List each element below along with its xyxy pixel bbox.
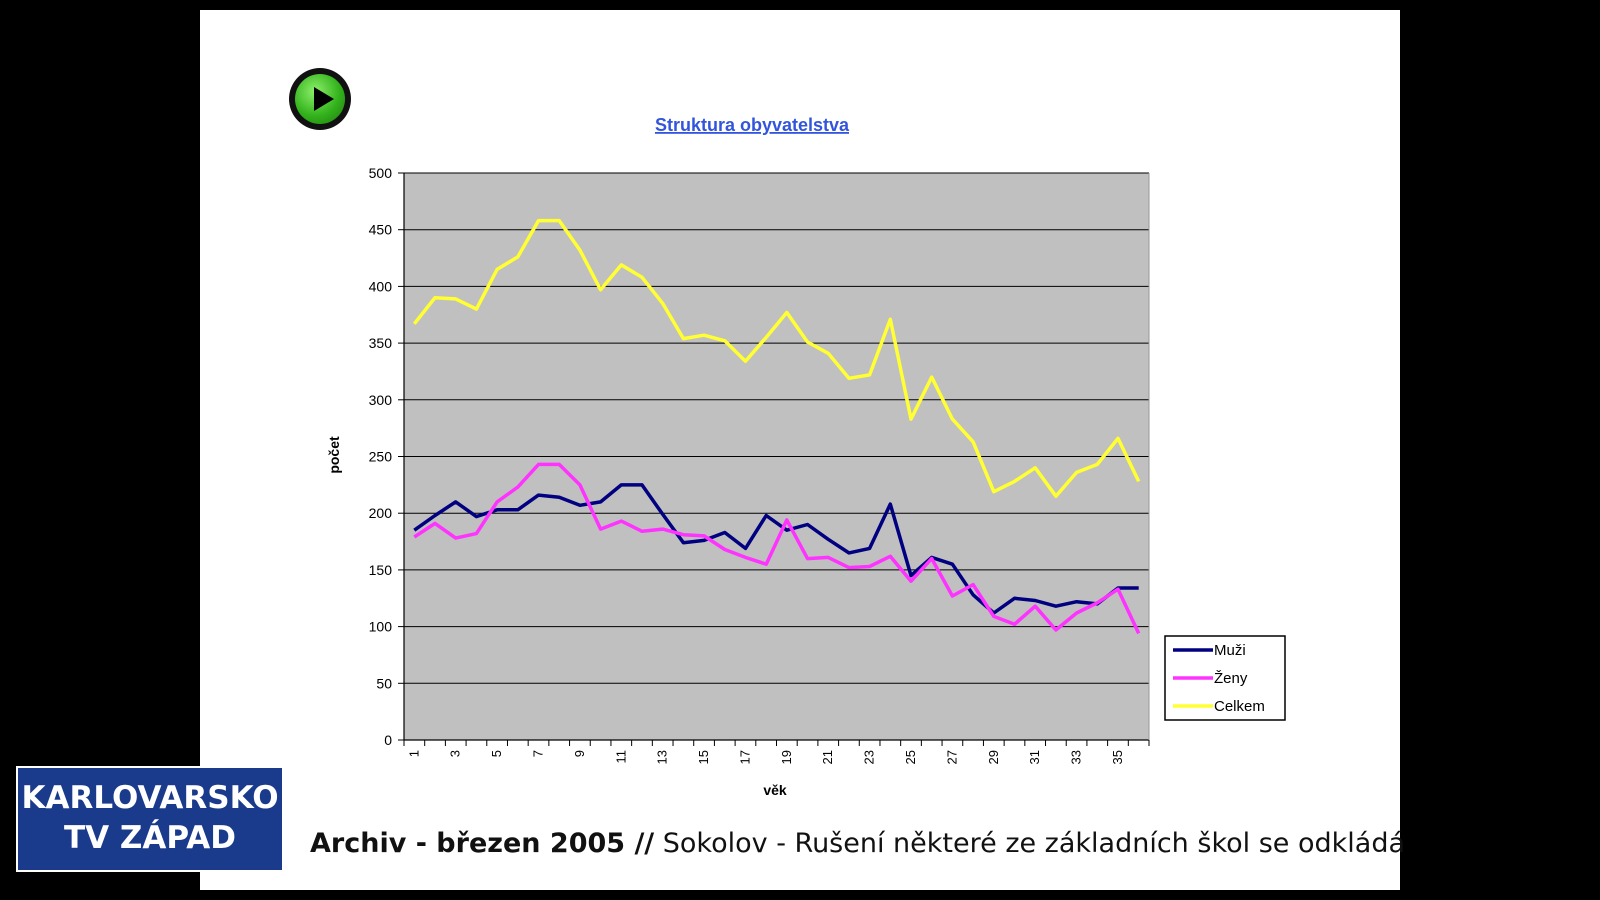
y-tick-label: 50: [376, 675, 392, 691]
channel-name-line1: KARLOVARSKO: [21, 780, 279, 816]
x-tick-label: 5: [489, 750, 504, 757]
series-line-1: [413, 483, 1139, 615]
x-tick-label: 31: [1027, 750, 1042, 764]
x-tick-label: 33: [1069, 750, 1084, 764]
x-tick-label: 11: [613, 750, 628, 764]
x-tick-label: 9: [572, 750, 587, 757]
x-tick-label: 3: [448, 750, 463, 757]
y-tick-label: 400: [369, 278, 393, 294]
y-axis-label: počet: [326, 436, 342, 474]
x-tick-label: 15: [696, 750, 711, 764]
x-tick-label: 23: [862, 750, 877, 764]
channel-logo: KARLOVARSKO TV ZÁPAD: [16, 766, 284, 872]
ticker-archive-label: Archiv - březen 2005 //: [310, 828, 655, 859]
ticker-headline: Sokolov - Rušení některé ze základních š…: [662, 828, 1406, 859]
x-tick-label: 35: [1110, 750, 1125, 764]
x-tick-label: 19: [779, 750, 794, 764]
y-tick-label: 250: [369, 449, 393, 465]
x-tick-label: 17: [737, 750, 752, 764]
x-tick-label: 25: [903, 750, 918, 764]
y-tick-label: 100: [369, 619, 393, 635]
y-tick-label: 450: [369, 222, 393, 238]
legend-label: Celkem: [1214, 698, 1265, 715]
news-ticker: Archiv - březen 2005 // Sokolov - Rušení…: [310, 828, 1405, 859]
chart-title: Struktura obyvatelstva: [655, 115, 850, 135]
y-tick-label: 350: [369, 335, 393, 351]
x-tick-label: 13: [655, 750, 670, 764]
legend-label: Muži: [1214, 642, 1246, 659]
y-tick-label: 150: [369, 562, 393, 578]
play-icon: [295, 74, 345, 124]
x-axis-label: věk: [763, 782, 787, 798]
x-tick-label: 27: [944, 750, 959, 764]
x-tick-label: 1: [406, 750, 421, 757]
y-tick-label: 500: [369, 165, 393, 181]
channel-name-line2: TV ZÁPAD: [64, 820, 236, 856]
series-line-2: [413, 462, 1141, 635]
y-tick-label: 0: [384, 732, 392, 748]
x-tick-label: 7: [531, 750, 546, 757]
y-tick-label: 200: [369, 505, 393, 521]
chart-legend: Muži Ženy Celkem: [1164, 635, 1286, 721]
legend-label: Ženy: [1214, 670, 1248, 687]
y-tick-label: 300: [369, 392, 393, 408]
x-tick-label: 29: [986, 750, 1001, 764]
series-line-3: [412, 218, 1141, 498]
x-tick-label: 21: [820, 750, 835, 764]
play-button[interactable]: [289, 68, 351, 130]
